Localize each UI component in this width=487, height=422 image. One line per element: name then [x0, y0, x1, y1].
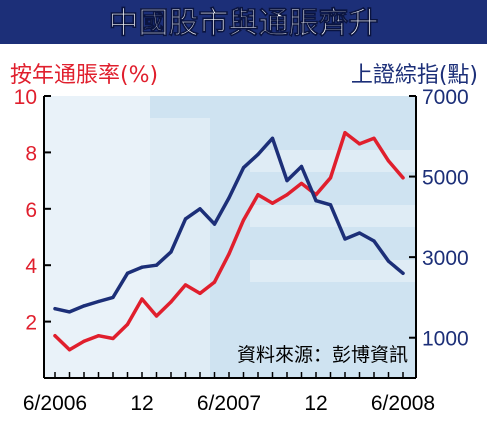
index-point — [241, 166, 246, 170]
inflation-point — [212, 280, 217, 284]
inflation-point — [67, 348, 72, 352]
left-tick-label: 8 — [25, 142, 37, 165]
index-point — [343, 237, 347, 241]
index-point — [357, 231, 362, 235]
index-point — [140, 265, 144, 269]
inflation-point — [183, 283, 188, 287]
inflation-point — [198, 291, 202, 295]
inflation-point — [169, 300, 173, 304]
source-note: 資料來源：彭博資訊 — [237, 344, 408, 366]
inflation-point — [343, 131, 347, 135]
left-tick-label: 10 — [14, 86, 37, 109]
index-point — [198, 207, 202, 211]
background-shading — [44, 96, 416, 378]
index-point — [154, 263, 159, 267]
index-point — [212, 222, 217, 226]
inflation-point — [125, 322, 130, 327]
inflation-point — [241, 218, 246, 222]
inflation-point — [270, 201, 275, 205]
x-tick-label: 12 — [304, 392, 327, 415]
index-point — [285, 179, 289, 183]
x-tick-label: 6/2006 — [23, 392, 87, 415]
title-banner — [0, 0, 487, 44]
inflation-point — [401, 176, 405, 180]
inflation-point — [299, 181, 304, 186]
index-point — [256, 152, 260, 157]
inflation-point — [372, 136, 376, 140]
index-point — [401, 271, 405, 275]
right-tick-label: 3000 — [422, 247, 469, 270]
index-point — [82, 304, 86, 308]
index-point — [111, 295, 115, 300]
x-tick-label: 12 — [130, 392, 153, 415]
inflation-point — [53, 334, 57, 338]
index-point — [53, 307, 57, 311]
left-tick-label: 6 — [25, 199, 37, 222]
left-tick-label: 4 — [25, 255, 37, 278]
x-tick-label: 6/2008 — [371, 392, 435, 415]
index-point — [125, 271, 130, 275]
left-axis-title: 按年通脹率(%) — [10, 63, 158, 88]
inflation-point — [256, 193, 260, 197]
index-point — [227, 196, 231, 200]
right-tick-label: 1000 — [422, 328, 469, 351]
inflation-point — [357, 142, 362, 146]
index-point — [169, 250, 173, 254]
inflation-point — [140, 297, 144, 301]
index-point — [328, 203, 333, 207]
inflation-point — [328, 176, 333, 180]
index-point — [372, 239, 376, 243]
index-point — [386, 259, 391, 263]
index-point — [299, 164, 304, 169]
chart-title: 中國股市與通脹齊升 — [109, 6, 379, 41]
left-tick-label: 2 — [25, 312, 37, 335]
index-point — [96, 299, 101, 304]
index-point — [270, 136, 275, 140]
inflation-point — [285, 193, 289, 197]
right-tick-label: 7000 — [422, 86, 469, 109]
inflation-point — [82, 339, 86, 343]
inflation-point — [96, 334, 101, 338]
inflation-point — [111, 336, 115, 341]
right-tick-label: 5000 — [422, 167, 469, 190]
index-point — [183, 217, 188, 221]
index-point — [314, 199, 318, 203]
x-tick-label: 6/2007 — [197, 392, 261, 415]
inflation-point — [227, 252, 231, 256]
inflation-point — [386, 159, 391, 163]
index-point — [67, 310, 72, 314]
right-axis-title: 上證綜指(點) — [351, 63, 478, 88]
inflation-point — [154, 314, 159, 318]
